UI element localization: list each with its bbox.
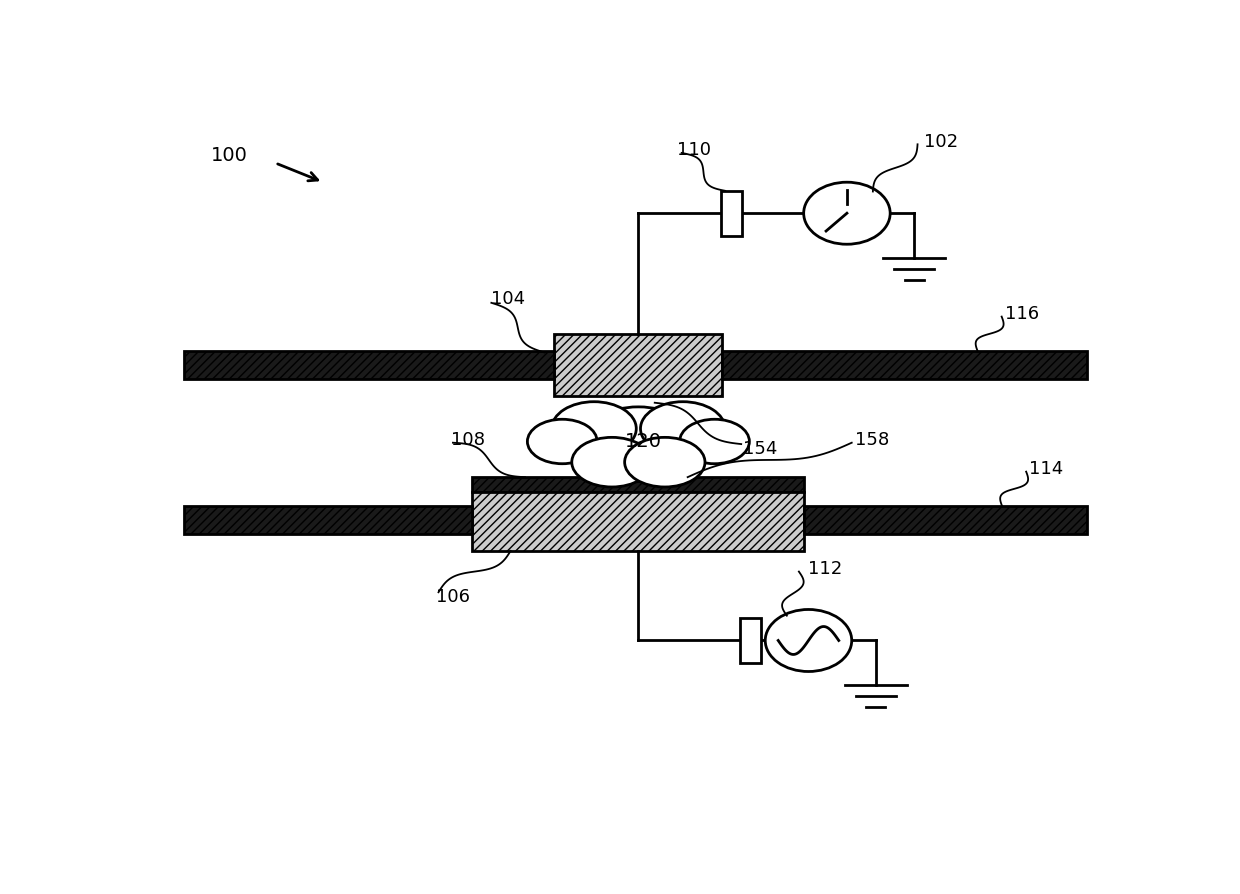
Bar bbox=[720, 191, 743, 236]
Ellipse shape bbox=[527, 420, 598, 464]
Text: 108: 108 bbox=[451, 430, 485, 448]
Text: 114: 114 bbox=[1029, 460, 1063, 477]
Text: 112: 112 bbox=[808, 560, 843, 578]
Text: 116: 116 bbox=[1004, 305, 1039, 323]
Bar bbox=[472, 477, 804, 493]
Text: 158: 158 bbox=[854, 431, 889, 449]
Ellipse shape bbox=[552, 402, 636, 456]
Bar bbox=[472, 493, 804, 552]
Bar bbox=[804, 507, 1087, 534]
Bar bbox=[722, 351, 1087, 379]
Text: 110: 110 bbox=[677, 141, 711, 159]
Text: 102: 102 bbox=[924, 132, 959, 151]
Text: 106: 106 bbox=[435, 587, 470, 605]
Ellipse shape bbox=[580, 408, 697, 482]
Bar bbox=[184, 507, 472, 534]
Ellipse shape bbox=[625, 438, 706, 487]
Bar bbox=[184, 351, 554, 379]
Bar bbox=[740, 619, 761, 663]
Text: 104: 104 bbox=[491, 290, 526, 308]
Bar bbox=[554, 334, 722, 396]
Text: 120: 120 bbox=[625, 432, 662, 451]
Ellipse shape bbox=[641, 402, 725, 456]
Text: 154: 154 bbox=[743, 439, 777, 457]
Ellipse shape bbox=[572, 438, 652, 487]
Ellipse shape bbox=[680, 420, 749, 464]
Text: 100: 100 bbox=[211, 146, 248, 165]
Circle shape bbox=[765, 610, 852, 671]
Circle shape bbox=[804, 183, 890, 245]
